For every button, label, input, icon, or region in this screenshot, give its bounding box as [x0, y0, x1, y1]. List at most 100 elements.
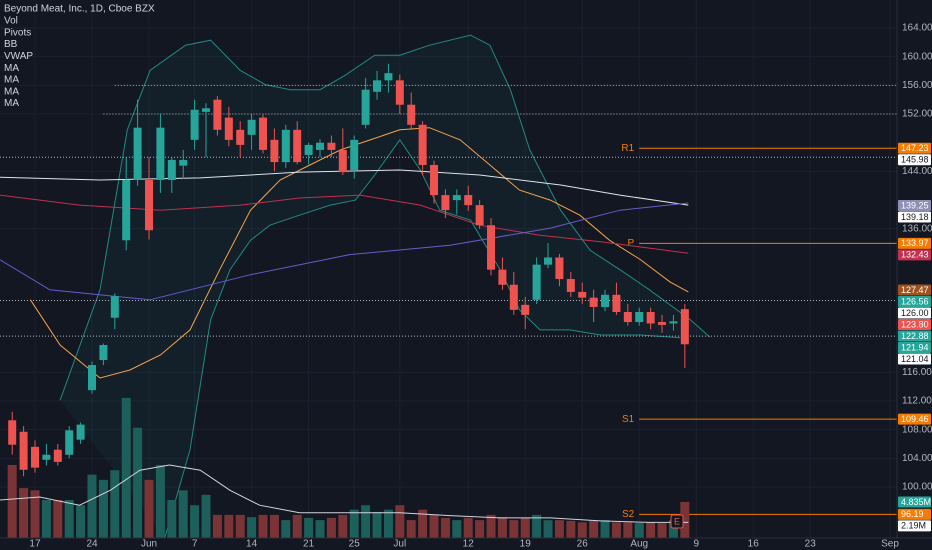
- x-tick-label: 9: [693, 539, 699, 550]
- axes: 100.00104.00108.00112.00116.00136.00144.…: [29, 23, 932, 550]
- volume-bar: [258, 514, 268, 538]
- volume-bar: [418, 509, 428, 538]
- volume-bar: [53, 499, 63, 538]
- candle-body: [509, 284, 518, 310]
- pivot-label: S1: [622, 414, 635, 425]
- volume-bar: [326, 517, 336, 538]
- price-badge-label: 126.00: [901, 308, 929, 318]
- price-badge-label: 132.43: [901, 250, 929, 260]
- volume-bar: [440, 517, 450, 538]
- candle-body: [156, 127, 165, 181]
- price-badge: [898, 154, 931, 166]
- price-badge: [898, 330, 931, 342]
- chart-title: Beyond Meat, Inc., 1D, Cboe BZX: [4, 4, 155, 15]
- candle-body: [281, 129, 290, 163]
- x-tick-label: 19: [520, 539, 532, 550]
- ma-line: [0, 202, 689, 301]
- candle-body: [76, 424, 85, 440]
- candle-body: [475, 205, 484, 226]
- candle-body: [407, 104, 416, 125]
- candle-body: [395, 80, 404, 105]
- candle-body: [441, 195, 450, 211]
- volume-bar: [235, 514, 245, 538]
- x-tick-label: Jul: [393, 539, 406, 550]
- volume-bar: [212, 514, 222, 538]
- candle-body: [259, 117, 268, 150]
- candle-body: [544, 257, 553, 265]
- candle-body: [236, 129, 245, 145]
- band-lower: [164, 139, 681, 538]
- candle-body: [316, 142, 325, 150]
- price-badge: [898, 353, 931, 365]
- y-tick-label: 100.00: [902, 482, 932, 493]
- price-badge-label: 126.56: [901, 296, 929, 306]
- earnings-icon[interactable]: [670, 514, 684, 529]
- price-badge: [898, 142, 931, 154]
- volume-bar: [509, 520, 519, 538]
- candle-body: [145, 180, 154, 231]
- volume-bar: [304, 517, 314, 538]
- candle-body: [270, 139, 279, 163]
- x-tick-label: 25: [349, 539, 361, 550]
- volume-bar: [600, 520, 610, 538]
- price-badge: [898, 520, 931, 532]
- volume-bar: [623, 522, 633, 538]
- candle-body: [452, 195, 461, 201]
- price-badge: [898, 211, 931, 223]
- y-tick-label: 156.00: [902, 80, 932, 91]
- volume-bar: [64, 499, 74, 538]
- y-tick-label: 108.00: [902, 424, 932, 435]
- x-tick-label: Jun: [141, 539, 157, 550]
- volume-bar: [349, 509, 359, 538]
- price-badge-label: 122.88: [901, 331, 929, 341]
- volume-bar: [87, 474, 97, 538]
- price-badge-label: 109.46: [901, 414, 929, 424]
- price-badge-label: 139.18: [901, 212, 929, 222]
- y-tick-label: 160.00: [902, 51, 932, 62]
- candle-body: [110, 296, 119, 318]
- price-badge: [898, 295, 931, 307]
- volume-bar: [611, 522, 621, 538]
- pivot-label: P: [628, 238, 635, 249]
- volume-bar: [76, 505, 86, 538]
- volume-bar: [144, 479, 154, 538]
- volume-bar: [668, 520, 678, 538]
- candle-body: [327, 142, 336, 150]
- volume-bar: [395, 505, 405, 538]
- candle-body: [99, 344, 108, 361]
- y-tick-label: 116.00: [902, 367, 932, 378]
- volume-bar: [121, 397, 131, 538]
- price-badge-label: 2.19M: [901, 521, 926, 531]
- price-badge-label: 96.19: [901, 509, 924, 519]
- volume-bar: [520, 517, 530, 538]
- volume-bar: [452, 520, 462, 538]
- x-tick-label: 26: [577, 539, 589, 550]
- candle-body: [532, 264, 541, 300]
- volume-ma: [0, 464, 689, 523]
- candle-body: [373, 80, 382, 92]
- legend: Beyond Meat, Inc., 1D, Cboe BZX VolPivot…: [4, 4, 155, 110]
- volume-bar: [497, 517, 507, 538]
- candle-body: [487, 225, 496, 270]
- ma-line: [0, 194, 689, 254]
- volume-bar: [110, 470, 120, 538]
- candle-body: [202, 108, 211, 112]
- price-badge: [898, 284, 931, 296]
- candle-body: [350, 139, 359, 170]
- volume-bar: [190, 505, 200, 538]
- volume-bar: [532, 514, 542, 538]
- volume-bar: [133, 427, 143, 538]
- volume-bar: [406, 520, 416, 538]
- candle-body: [247, 119, 256, 135]
- x-tick-label: 12: [463, 539, 475, 550]
- indicator-label: MA: [4, 75, 19, 86]
- volume-bar: [383, 509, 393, 538]
- candle-body: [680, 309, 689, 345]
- volume-bar: [292, 514, 302, 538]
- candle-body: [65, 430, 74, 455]
- band-fill: [60, 35, 710, 538]
- x-tick-label: 16: [748, 539, 760, 550]
- x-tick-label: 24: [86, 539, 98, 550]
- candle-body: [30, 446, 39, 468]
- candle-body: [555, 257, 564, 280]
